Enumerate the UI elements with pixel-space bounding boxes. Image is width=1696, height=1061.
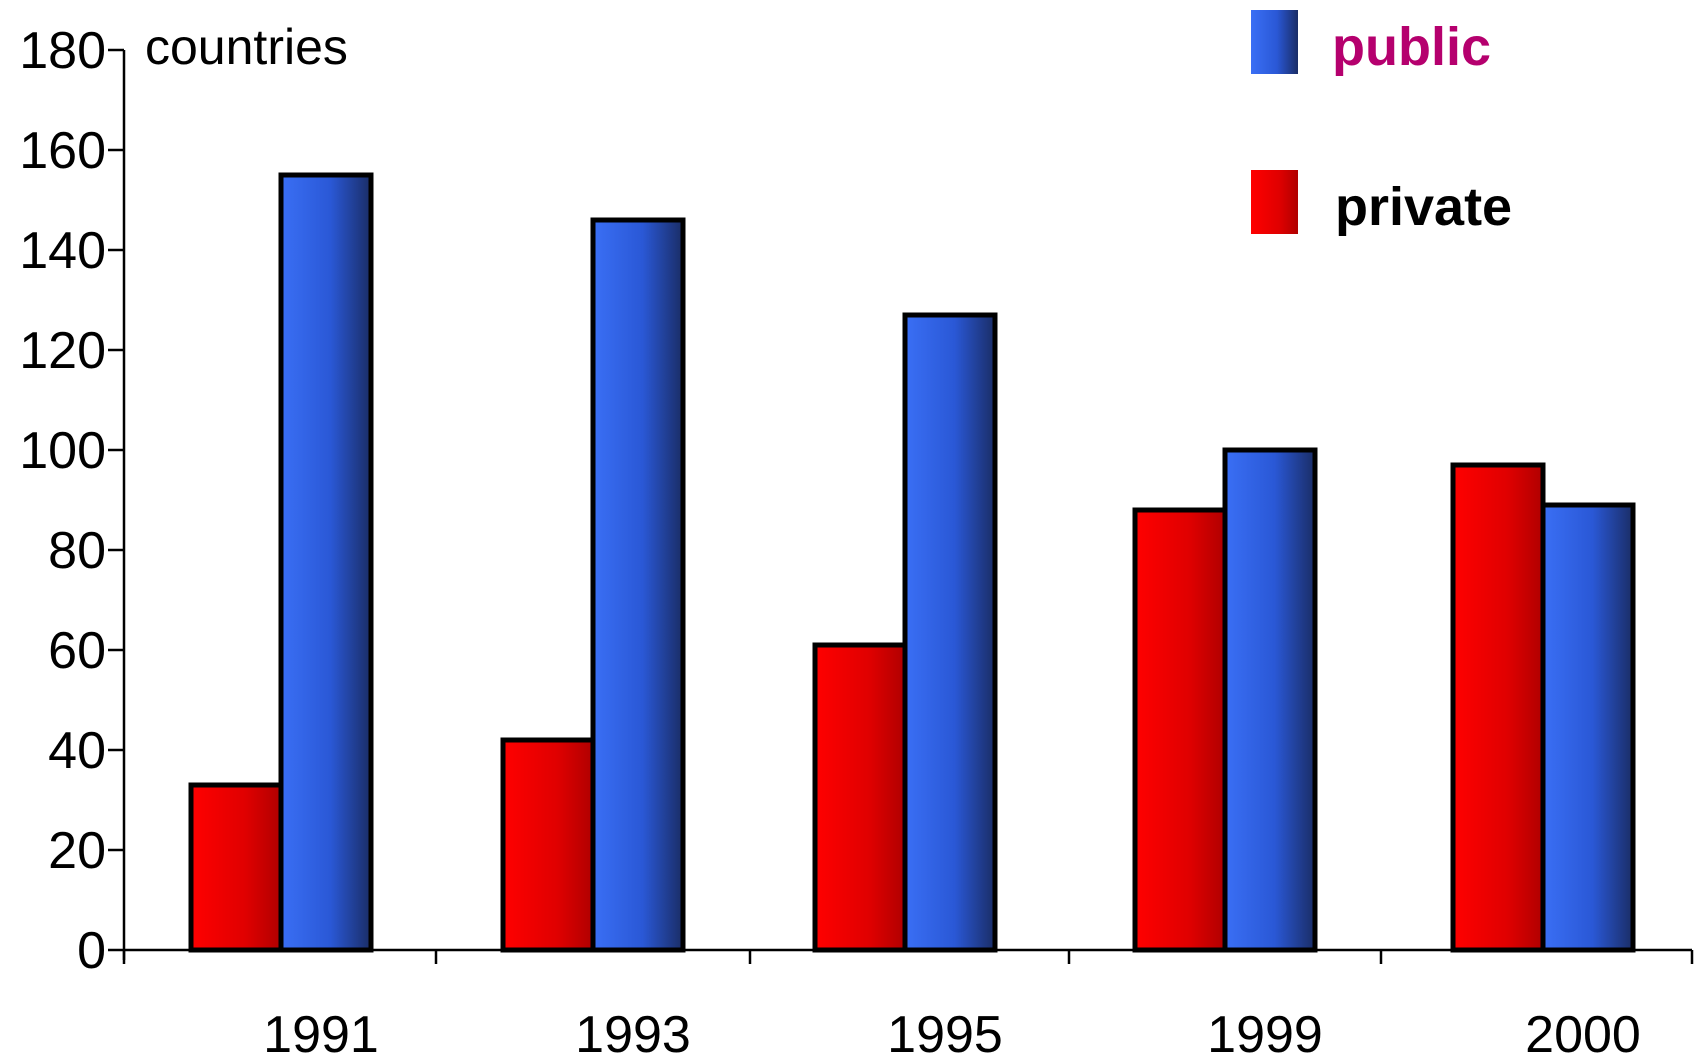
- bar-private-1993: [500, 737, 596, 953]
- bar-private-1999: [1132, 507, 1228, 953]
- bars: [188, 172, 1636, 953]
- legend: public private: [1251, 10, 1512, 237]
- y-tick-label: 120: [19, 322, 106, 380]
- bar-public-1993: [590, 217, 686, 953]
- bar-public-1991: [278, 172, 374, 953]
- y-tick-label: 140: [19, 222, 106, 280]
- bar-public-2000: [1540, 502, 1636, 953]
- y-tick-label: 180: [19, 22, 106, 80]
- bar-private-1991: [188, 782, 284, 953]
- y-tick-label: 100: [19, 422, 106, 480]
- y-tick-label: 160: [19, 122, 106, 180]
- legend-swatch-public: [1251, 10, 1298, 74]
- y-tick-label: 0: [77, 922, 106, 980]
- x-tick-label: 1993: [575, 1006, 691, 1056]
- y-tick-label: 80: [48, 522, 106, 580]
- labels: 0 20 40 60 80 100 120 140 160 180 countries 1991 199…: [19, 19, 1641, 1061]
- y-tick-label: 20: [48, 822, 106, 880]
- y-axis-label: countries: [145, 19, 348, 75]
- legend-swatch-private: [1251, 170, 1298, 234]
- x-tick-label: 2000: [1525, 1006, 1641, 1056]
- legend-label-public: public: [1332, 17, 1491, 77]
- x-tick-label: 1995: [887, 1006, 1003, 1056]
- y-tick-label: 60: [48, 622, 106, 680]
- x-tick-label: 1999: [1207, 1006, 1323, 1056]
- bar-private-1995: [812, 642, 908, 953]
- bar-public-1995: [902, 312, 998, 953]
- bar-public-1999: [1222, 447, 1318, 953]
- x-tick-label: 1991: [263, 1006, 379, 1056]
- bar-private-2000: [1450, 462, 1546, 953]
- axes: [108, 48, 1694, 964]
- y-tick-label: 40: [48, 722, 106, 780]
- legend-label-private: private: [1335, 177, 1512, 237]
